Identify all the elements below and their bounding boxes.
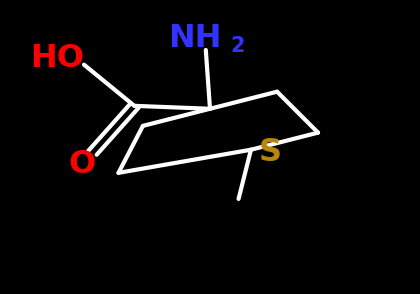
Text: HO: HO bbox=[30, 43, 84, 74]
Text: 2: 2 bbox=[230, 36, 244, 56]
Text: S: S bbox=[258, 137, 281, 168]
Text: O: O bbox=[68, 149, 95, 180]
Text: NH: NH bbox=[168, 23, 222, 54]
